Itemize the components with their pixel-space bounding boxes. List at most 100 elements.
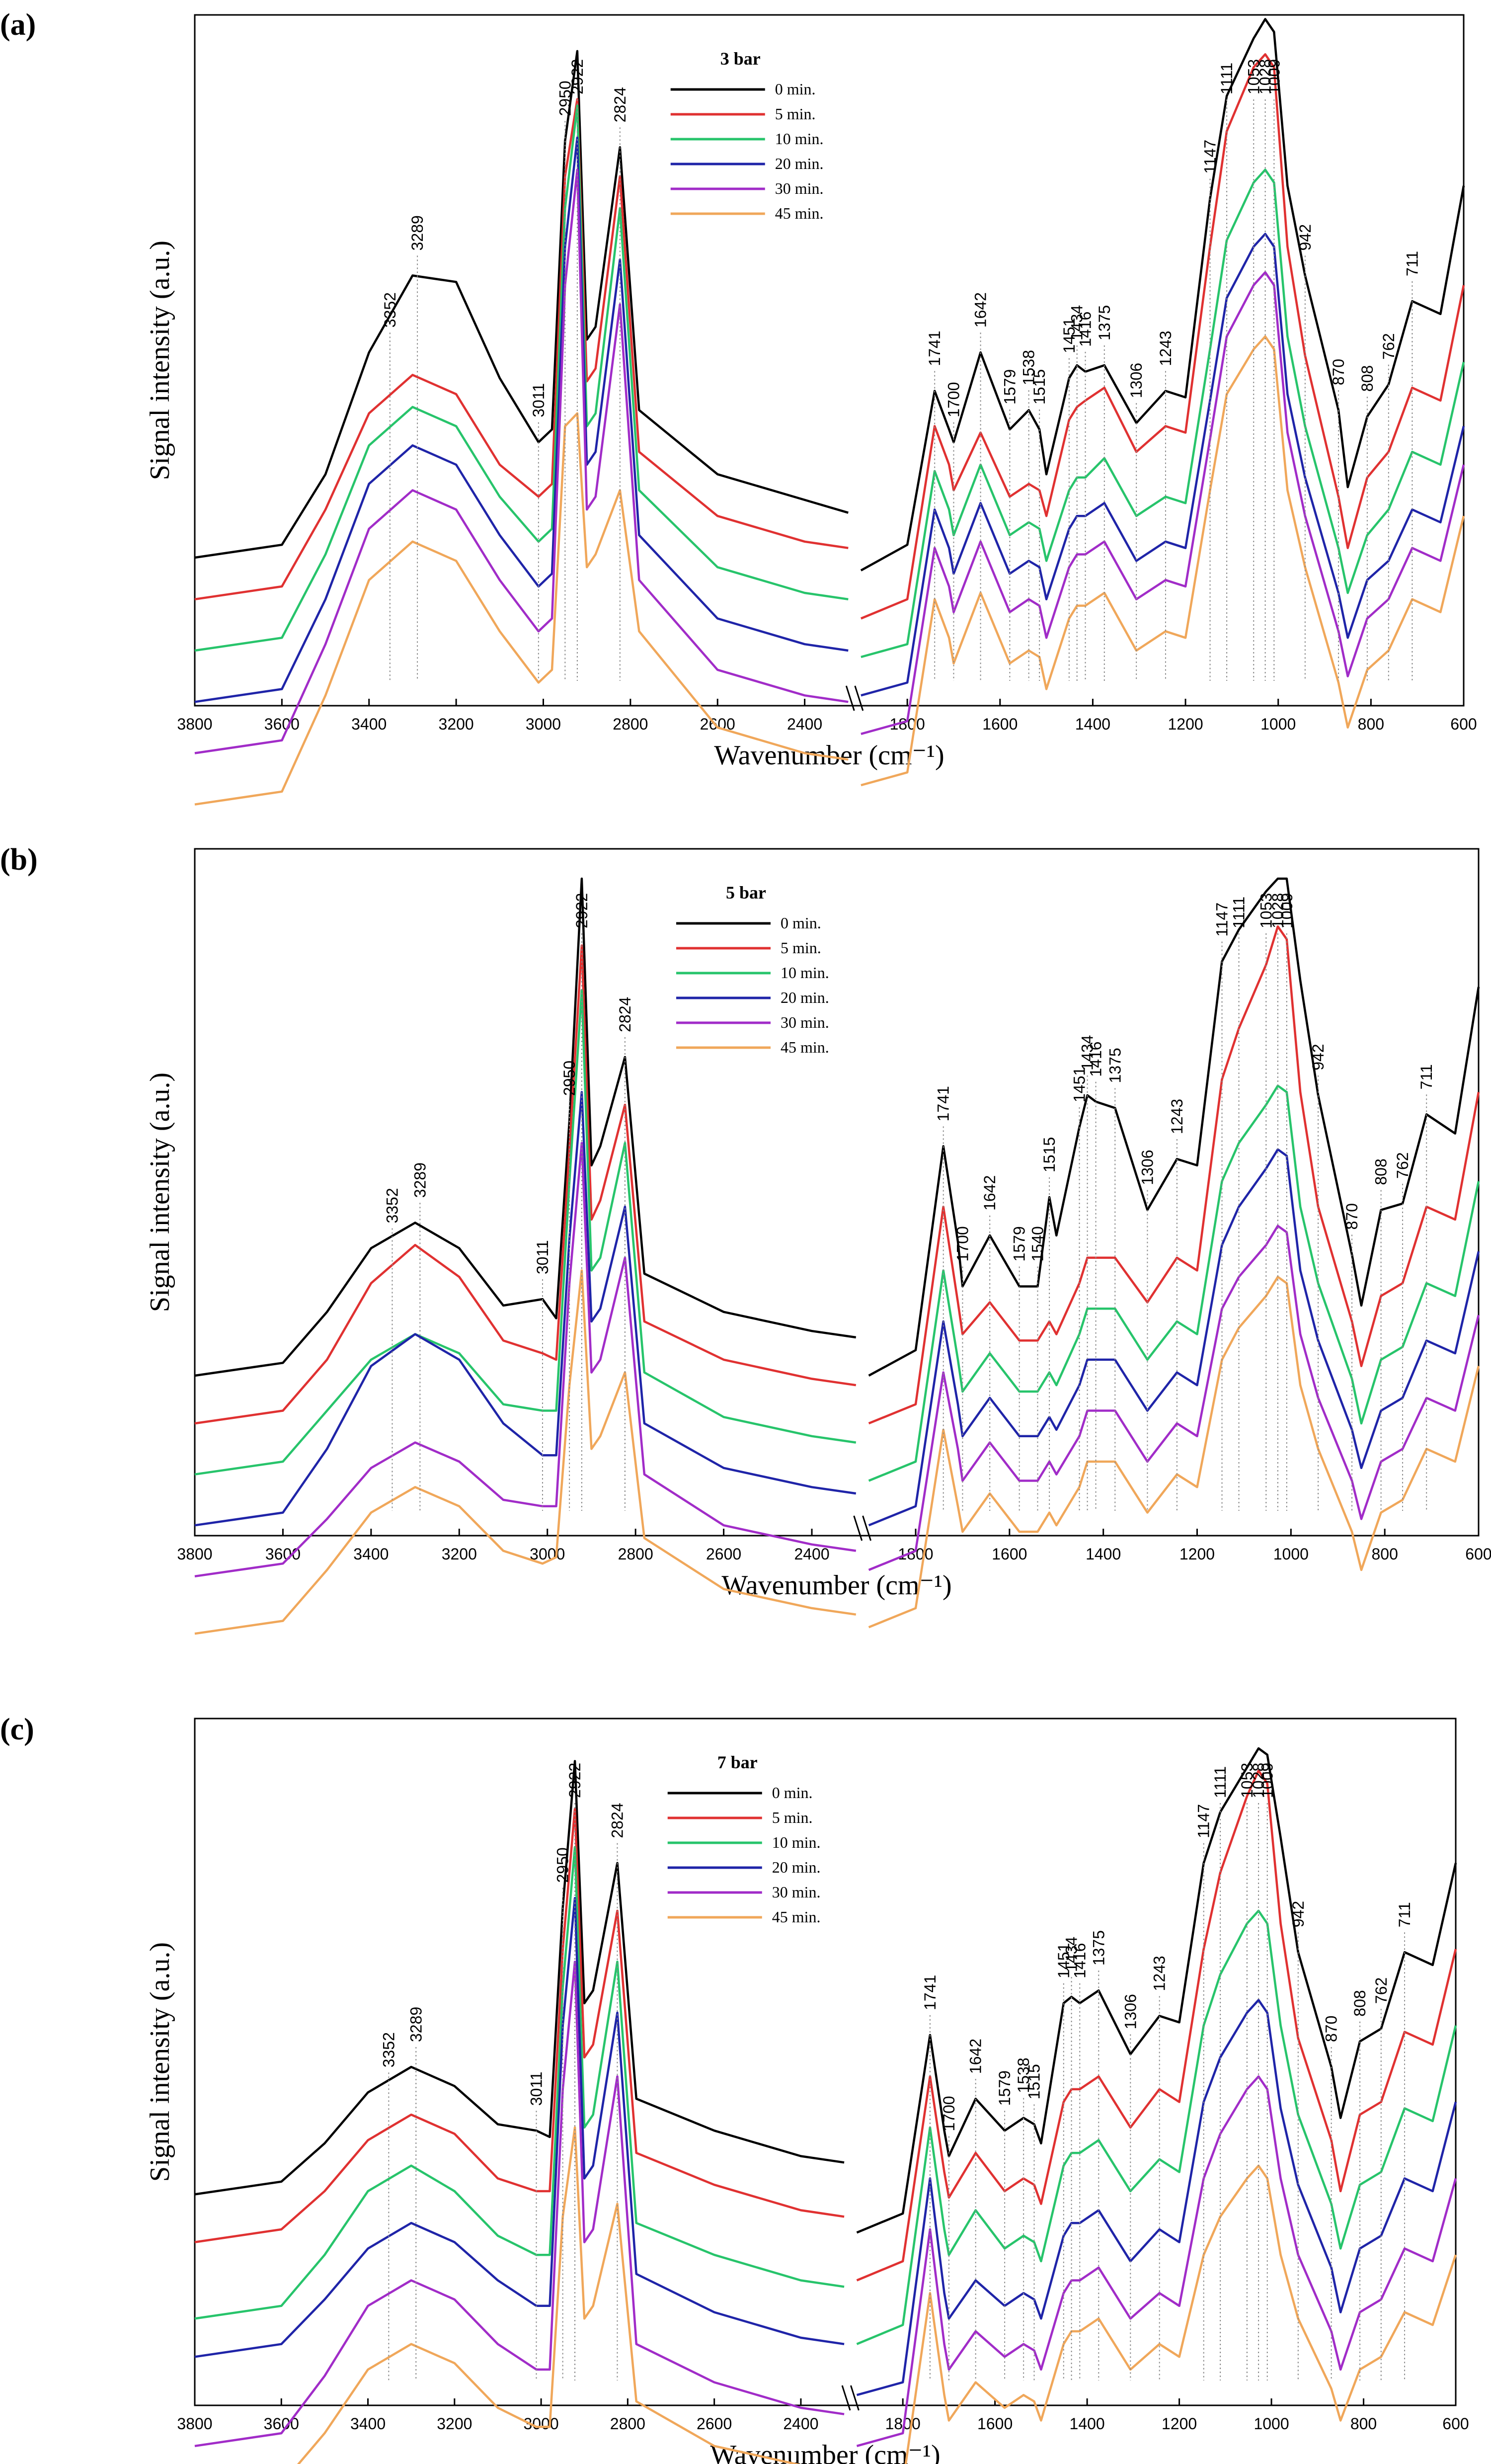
axis-break-mark — [850, 2385, 860, 2411]
peak-label: 1434 — [1068, 305, 1086, 340]
series-line-20-min-low — [868, 1148, 1480, 1527]
peak-label: 870 — [1323, 2016, 1340, 2042]
legend-entry-label: 45 min. — [775, 204, 824, 222]
x-tick-label: 3000 — [526, 715, 561, 733]
x-tick-label: 800 — [1371, 1545, 1398, 1563]
peak-label: 3289 — [408, 215, 426, 250]
peak-label: 1451 — [1071, 1067, 1089, 1102]
peak-label: 1009 — [1265, 59, 1283, 94]
peak-label: 1375 — [1106, 1048, 1124, 1083]
x-tick-label: 1200 — [1179, 1545, 1215, 1563]
peak-label: 1451 — [1055, 1943, 1073, 1978]
y-axis-label: Signal intensity (a.u.) — [145, 241, 175, 480]
peak-label: 762 — [1372, 1977, 1390, 2004]
x-tick-label: 1000 — [1260, 715, 1296, 733]
x-tick-label: 1400 — [1070, 2415, 1105, 2433]
peak-label: 2950 — [560, 1061, 578, 1096]
plot-frame — [194, 1718, 1457, 2406]
axis-break — [841, 2385, 860, 2411]
x-tick-label: 2600 — [706, 1545, 741, 1563]
series-line-5-min-high — [194, 1807, 845, 2243]
axis-break-mark — [841, 2385, 851, 2411]
axis-break-mark — [845, 685, 855, 711]
legend: 3 bar 0 min. 5 min. 10 min. 20 min. 30 min. 45… — [670, 49, 824, 222]
series-line-20-min-high — [194, 1091, 857, 1527]
series-line-45-min-low — [861, 335, 1465, 787]
peak-label: 1111 — [1230, 897, 1248, 928]
x-tick-label: 3200 — [437, 2415, 472, 2433]
legend-entry-label: 5 min. — [775, 105, 816, 123]
legend-entry-label: 20 min. — [772, 1858, 821, 1876]
peak-label: 711 — [1396, 1902, 1413, 1927]
x-tick-label: 3400 — [350, 2415, 386, 2433]
peak-label: 1642 — [967, 2039, 985, 2074]
x-tick-label: 1600 — [992, 1545, 1027, 1563]
peak-label: 1053 — [1257, 893, 1275, 928]
series-line-45-min-high — [194, 412, 849, 806]
peak-label: 1028 — [1250, 1763, 1267, 1798]
peak-label: 3352 — [383, 1188, 401, 1223]
series-line-45-min-low — [868, 1276, 1480, 1629]
peak-label: 1538 — [1015, 2057, 1032, 2093]
peak-label: 1111 — [1211, 1766, 1229, 1798]
peak-label: 1434 — [1079, 1035, 1097, 1070]
x-tick-label: 2400 — [783, 2415, 818, 2433]
series-line-10-min-high — [194, 104, 849, 652]
x-tick-label: 1600 — [982, 715, 1018, 733]
x-axis-label: Wavenumber (cm⁻¹) — [714, 740, 944, 771]
legend-entry-label: 30 min. — [781, 1013, 829, 1031]
legend-entry-label: 0 min. — [775, 80, 816, 98]
peak-label: 870 — [1343, 1203, 1361, 1230]
series-line-30-min-low — [861, 271, 1465, 735]
x-tick-label: 1400 — [1086, 1545, 1121, 1563]
peak-label: 1009 — [1258, 1763, 1276, 1798]
peak-label: 870 — [1330, 359, 1347, 385]
x-tick-label: 1600 — [977, 2415, 1013, 2433]
axis-break — [845, 685, 864, 711]
x-ticks: 3800 3600 3400 3200 3000 2800 2600 2400 1800 1600… — [177, 2398, 1469, 2433]
peak-label: 1147 — [1201, 140, 1219, 174]
x-tick-label: 3800 — [177, 715, 212, 733]
series-line-10-min-high — [194, 989, 857, 1476]
series-line-0-min-high — [194, 1760, 845, 2196]
peak-label: 1416 — [1071, 1943, 1089, 1978]
peak-label: 1028 — [1256, 59, 1274, 94]
peak-label: 3011 — [528, 2071, 546, 2106]
peak-label: 2922 — [573, 893, 591, 928]
legend-entry-label: 20 min. — [775, 155, 824, 172]
peak-label: 1306 — [1121, 1994, 1139, 2029]
series-line-30-min-high — [194, 168, 849, 754]
x-tick-label: 1400 — [1075, 715, 1110, 733]
x-ticks: 3800 3600 3400 3200 3000 2800 2600 2400 1800 1600… — [177, 699, 1477, 733]
series-line-5-min-high — [194, 944, 857, 1425]
x-axis-label: Wavenumber (cm⁻¹) — [710, 2440, 940, 2464]
peak-label: 1009 — [1278, 893, 1296, 928]
peak-label: 1515 — [1040, 1137, 1058, 1172]
series-line-5-min-high — [194, 98, 849, 601]
legend-entry-label: 45 min. — [772, 1908, 821, 1926]
x-tick-label: 1200 — [1168, 715, 1203, 733]
x-tick-label: 3800 — [177, 1545, 212, 1563]
peak-label: 2950 — [556, 81, 574, 116]
peak-label: 2922 — [566, 1763, 584, 1798]
peak-label: 1028 — [1269, 893, 1287, 928]
y-axis-label: Signal intensity (a.u.) — [145, 1072, 175, 1312]
peak-label: 1700 — [944, 382, 962, 417]
legend-entry-label: 10 min. — [775, 130, 824, 148]
peak-label: 808 — [1351, 1990, 1369, 2016]
peak-label: 3352 — [380, 2032, 397, 2067]
peak-label: 2824 — [616, 997, 634, 1032]
peak-label: 1642 — [972, 292, 990, 328]
legend-entry-label: 20 min. — [781, 988, 829, 1006]
x-tick-label: 1200 — [1162, 2415, 1197, 2433]
chart-panel-2: (b)3800 3600 3400 3200 3000 2800 2600 2400 1800 1… — [0, 843, 1491, 1635]
legend-title: 7 bar — [717, 1752, 758, 1772]
x-tick-label: 600 — [1442, 2415, 1469, 2433]
series-line-30-min-high — [194, 1961, 845, 2448]
series-line-10-min-low — [868, 1084, 1480, 1482]
peak-label: 1700 — [940, 2096, 958, 2131]
series-line-20-min-low — [861, 233, 1465, 697]
legend-entry-label: 0 min. — [772, 1784, 813, 1802]
peak-label: 942 — [1296, 224, 1314, 250]
